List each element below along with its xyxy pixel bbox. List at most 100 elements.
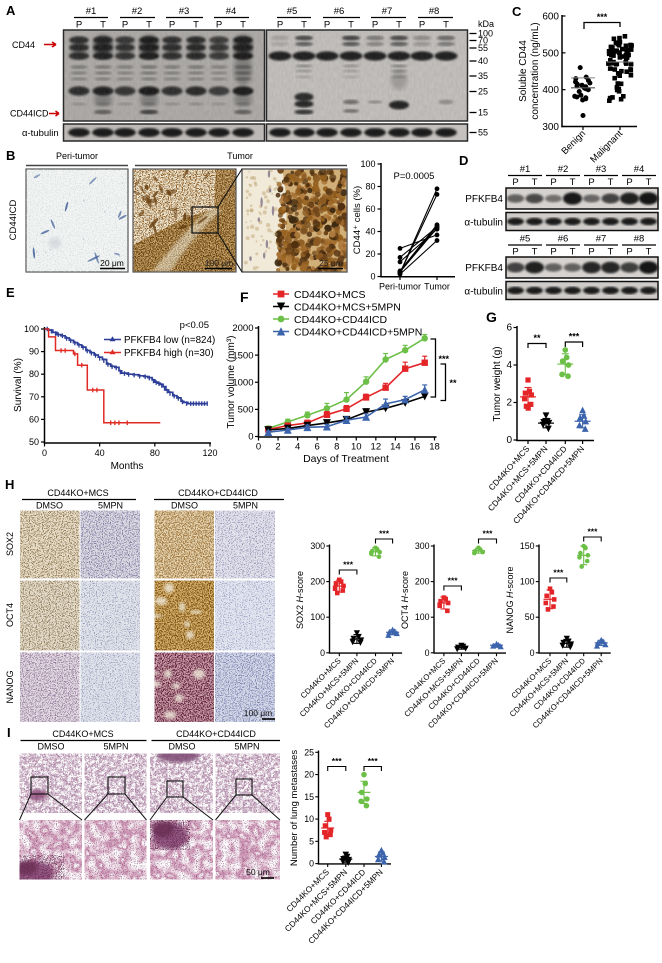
svg-text:0: 0 <box>256 442 261 453</box>
svg-text:100: 100 <box>520 577 535 587</box>
svg-text:#4: #4 <box>226 6 237 17</box>
svg-text:Survival (%): Survival (%) <box>13 358 24 412</box>
svg-text:P: P <box>216 20 222 31</box>
svg-text:G: G <box>486 309 497 325</box>
svg-text:60: 60 <box>29 414 39 424</box>
svg-text:4: 4 <box>506 360 512 371</box>
svg-text:P: P <box>512 247 518 258</box>
svg-text:F: F <box>240 289 249 305</box>
svg-text:0: 0 <box>425 648 430 658</box>
svg-text:OCT4: OCT4 <box>5 603 15 627</box>
svg-text:#1: #1 <box>520 164 531 175</box>
svg-text:#7: #7 <box>382 6 393 17</box>
svg-text:55: 55 <box>478 43 488 53</box>
svg-text:CD44KO+CD44ICD: CD44KO+CD44ICD <box>178 488 258 498</box>
svg-text:Months: Months <box>111 461 144 472</box>
svg-text:P: P <box>122 20 128 31</box>
svg-text:25: 25 <box>478 87 488 97</box>
svg-text:150: 150 <box>520 541 535 551</box>
svg-text:#2: #2 <box>132 6 143 17</box>
svg-text:Peri-tumor: Peri-tumor <box>56 151 98 161</box>
svg-text:***: *** <box>569 332 580 342</box>
svg-text:OCT4 H-score: OCT4 H-score <box>400 571 410 629</box>
svg-text:α-tubulin: α-tubulin <box>464 287 503 298</box>
svg-text:C: C <box>512 4 522 19</box>
svg-text:5MPN: 5MPN <box>98 501 123 511</box>
svg-text:#5: #5 <box>520 234 531 245</box>
svg-text:CD44KO+CD44ICD: CD44KO+CD44ICD <box>176 729 256 739</box>
svg-text:DMSO: DMSO <box>36 501 63 511</box>
svg-text:2000: 2000 <box>232 323 253 334</box>
svg-text:40: 40 <box>95 448 105 458</box>
svg-text:PFKFB4: PFKFB4 <box>465 194 503 205</box>
svg-text:CD44ICD: CD44ICD <box>8 200 19 241</box>
svg-text:T: T <box>396 20 402 31</box>
svg-text:DMSO: DMSO <box>38 742 65 752</box>
svg-text:P: P <box>277 20 283 31</box>
svg-text:5MPN: 5MPN <box>233 501 258 511</box>
svg-text:T: T <box>301 20 307 31</box>
svg-text:80: 80 <box>150 448 160 458</box>
svg-text:400: 400 <box>542 85 559 96</box>
svg-text:CD44: CD44 <box>12 40 35 50</box>
svg-text:Tumor volume (mm³): Tumor volume (mm³) <box>226 336 237 429</box>
svg-text:2: 2 <box>506 398 512 409</box>
svg-text:CD44KO+CD44ICD: CD44KO+CD44ICD <box>294 314 387 326</box>
svg-text:200: 200 <box>310 577 325 587</box>
svg-text:15: 15 <box>304 792 314 802</box>
svg-text:600: 600 <box>542 12 559 23</box>
svg-text:14: 14 <box>390 442 401 453</box>
svg-text:18: 18 <box>429 442 440 453</box>
svg-text:CD44⁺ cells (%): CD44⁺ cells (%) <box>352 186 363 254</box>
svg-text:P: P <box>626 177 632 188</box>
svg-text:P: P <box>76 20 82 31</box>
svg-text:CD44KO+CD44ICD+5MPN: CD44KO+CD44ICD+5MPN <box>294 326 422 338</box>
svg-text:***: *** <box>343 560 354 570</box>
svg-text:SOX2 H-score: SOX2 H-score <box>295 571 305 629</box>
svg-text:20: 20 <box>304 770 314 780</box>
svg-text:NANOG: NANOG <box>5 670 15 703</box>
svg-text:CD44KO+MCS: CD44KO+MCS <box>52 729 113 739</box>
svg-text:***: *** <box>368 756 379 766</box>
svg-text:35: 35 <box>478 71 488 81</box>
svg-text:10: 10 <box>351 442 362 453</box>
svg-text:T: T <box>443 20 449 31</box>
svg-text:120: 120 <box>202 448 217 458</box>
svg-text:T: T <box>146 20 152 31</box>
svg-text:12: 12 <box>371 442 382 453</box>
svg-text:p<0.05: p<0.05 <box>180 320 209 331</box>
svg-text:70: 70 <box>29 392 39 402</box>
svg-text:P: P <box>169 20 175 31</box>
svg-text:100: 100 <box>478 29 493 39</box>
svg-text:P: P <box>626 247 632 258</box>
svg-text:concentration (ng/mL): concentration (ng/mL) <box>530 22 541 119</box>
svg-text:8: 8 <box>334 442 339 453</box>
svg-text:A: A <box>6 3 16 18</box>
svg-text:1000: 1000 <box>232 377 253 388</box>
svg-text:P: P <box>588 247 594 258</box>
svg-text:Peri-tumor: Peri-tumor <box>379 282 421 292</box>
svg-text:P: P <box>588 177 594 188</box>
svg-text:25 μm: 25 μm <box>319 258 343 268</box>
svg-text:#3: #3 <box>179 6 190 17</box>
svg-text:T: T <box>100 20 106 31</box>
svg-text:T: T <box>570 247 576 258</box>
svg-text:T: T <box>608 177 614 188</box>
svg-text:#8: #8 <box>634 234 645 245</box>
svg-text:6: 6 <box>315 442 320 453</box>
svg-text:20: 20 <box>365 249 375 259</box>
svg-text:0: 0 <box>370 272 375 282</box>
svg-text:10: 10 <box>304 814 314 824</box>
svg-text:B: B <box>6 148 15 163</box>
svg-text:**: ** <box>450 378 458 388</box>
svg-text:P: P <box>550 177 556 188</box>
svg-text:PFKFB4 low (n=824): PFKFB4 low (n=824) <box>124 335 215 346</box>
svg-text:#8: #8 <box>429 6 440 17</box>
svg-text:PFKFB4 high (n=30): PFKFB4 high (n=30) <box>124 348 214 359</box>
svg-text:20 μm: 20 μm <box>100 258 124 268</box>
svg-text:200: 200 <box>415 577 430 587</box>
svg-text:0: 0 <box>506 435 512 446</box>
svg-text:50: 50 <box>29 437 39 447</box>
svg-text:Tumor weight (g): Tumor weight (g) <box>492 346 503 421</box>
svg-text:5MPN: 5MPN <box>103 742 128 752</box>
